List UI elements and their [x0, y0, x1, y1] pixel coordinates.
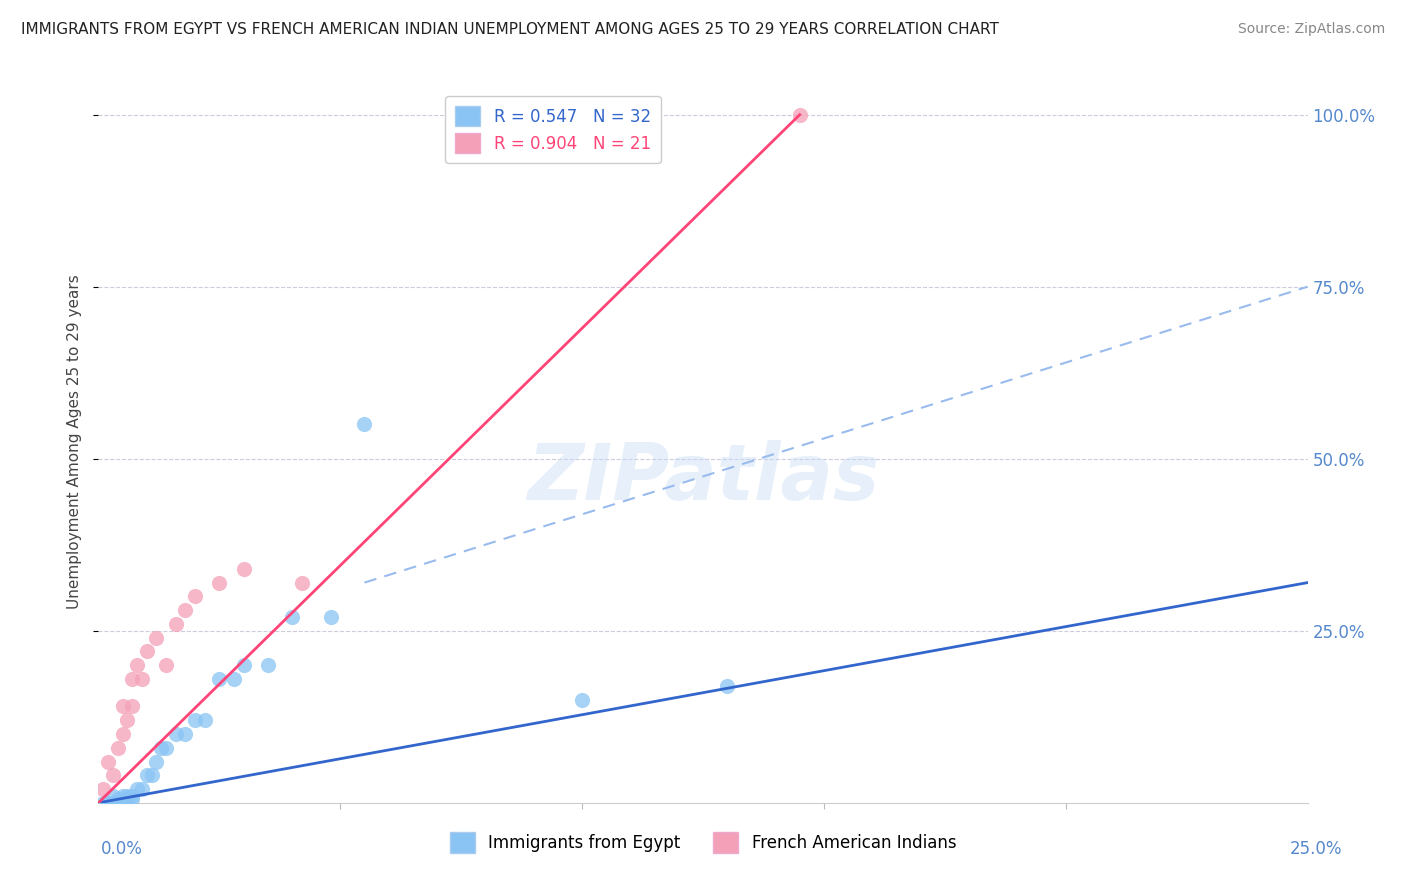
Point	[107, 740, 129, 755]
Point	[107, 792, 129, 806]
Point	[184, 713, 207, 727]
Point	[145, 755, 167, 769]
Point	[131, 782, 153, 797]
Point	[127, 658, 149, 673]
Point	[101, 789, 124, 803]
Point	[256, 658, 278, 673]
Point	[111, 699, 134, 714]
Point	[107, 796, 129, 810]
Point	[121, 792, 143, 806]
Point	[121, 672, 143, 686]
Point	[716, 679, 738, 693]
Point	[111, 789, 134, 803]
Point	[117, 789, 139, 803]
Point	[141, 768, 163, 782]
Point	[135, 644, 157, 658]
Point	[165, 727, 187, 741]
Point	[135, 768, 157, 782]
Point	[117, 713, 139, 727]
Point	[194, 713, 217, 727]
Point	[155, 740, 177, 755]
Point	[97, 796, 120, 810]
Point	[319, 610, 342, 624]
Point	[174, 603, 197, 617]
Point	[174, 727, 197, 741]
Point	[232, 658, 254, 673]
Point	[111, 796, 134, 810]
Point	[222, 672, 245, 686]
Point	[131, 672, 153, 686]
Legend: Immigrants from Egypt, French American Indians: Immigrants from Egypt, French American I…	[443, 826, 963, 860]
Point	[155, 658, 177, 673]
Text: 25.0%: 25.0%	[1291, 840, 1343, 858]
Point	[290, 575, 312, 590]
Point	[111, 727, 134, 741]
Point	[281, 610, 304, 624]
Point	[121, 789, 143, 803]
Point	[208, 672, 231, 686]
Point	[127, 782, 149, 797]
Point	[353, 417, 375, 432]
Point	[145, 631, 167, 645]
Point	[789, 108, 811, 122]
Point	[232, 562, 254, 576]
Point	[208, 575, 231, 590]
Point	[165, 616, 187, 631]
Point	[91, 796, 114, 810]
Text: IMMIGRANTS FROM EGYPT VS FRENCH AMERICAN INDIAN UNEMPLOYMENT AMONG AGES 25 TO 29: IMMIGRANTS FROM EGYPT VS FRENCH AMERICAN…	[21, 22, 1000, 37]
Text: ZIPatlas: ZIPatlas	[527, 440, 879, 516]
Point	[101, 768, 124, 782]
Point	[117, 792, 139, 806]
Point	[97, 755, 120, 769]
Text: Source: ZipAtlas.com: Source: ZipAtlas.com	[1237, 22, 1385, 37]
Text: 0.0%: 0.0%	[101, 840, 143, 858]
Point	[150, 740, 173, 755]
Y-axis label: Unemployment Among Ages 25 to 29 years: Unemployment Among Ages 25 to 29 years	[67, 274, 83, 609]
Point	[184, 590, 207, 604]
Point	[571, 692, 593, 706]
Point	[101, 796, 124, 810]
Point	[91, 782, 114, 797]
Point	[121, 699, 143, 714]
